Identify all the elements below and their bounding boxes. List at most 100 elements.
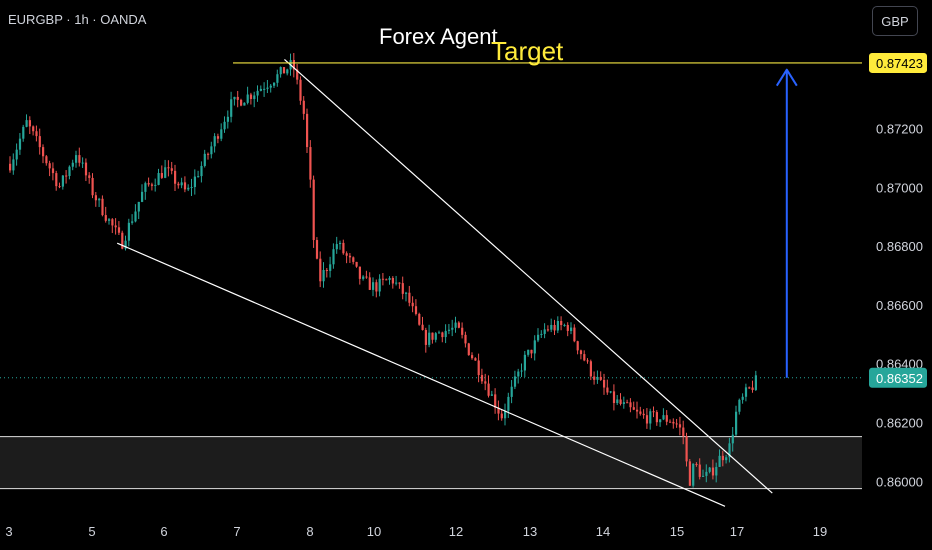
candle-body [642,413,645,416]
candle-body [447,329,451,331]
candle-body [81,162,84,164]
candle-body [659,419,662,423]
time-tick-label: 19 [813,524,827,539]
candle-body [454,322,457,328]
candle-body [444,330,447,338]
candle-body [306,113,309,148]
candle-body [421,324,424,330]
candle-body [342,242,345,254]
price-tick-label: 0.86000 [876,474,923,489]
candle-body [424,329,427,345]
price-tick-label: 0.87000 [876,180,923,195]
candle-body [154,184,157,186]
candle-body [299,79,302,101]
candle-body [375,282,378,292]
candle-body [698,464,701,477]
candle-body [223,121,226,130]
candle-body [329,264,332,271]
candle-body [213,136,216,147]
candle-body [741,396,744,400]
candle-body [28,120,31,127]
target-price-label-text: 0.87423 [876,56,923,71]
candle-body [263,88,266,90]
candle-body [401,283,404,294]
candle-body [728,443,731,458]
candle-body [708,467,711,472]
candle-body [45,156,48,164]
candle-body [672,421,675,424]
candle-body [253,95,256,99]
time-tick-label: 7 [233,524,240,539]
candle-body [428,332,431,345]
candle-body [504,410,507,419]
candle-body [124,240,127,249]
candle-body [385,279,388,281]
candle-body [35,131,38,137]
candle-body [170,168,173,171]
candle-body [438,332,441,334]
time-tick-label: 13 [523,524,537,539]
candle-body [461,327,464,335]
candle-body [15,149,18,160]
candle-body [622,402,625,404]
candle-body [500,413,503,419]
candle-body [160,173,163,178]
candle-body [754,375,757,390]
candle-body [180,182,183,186]
candle-body [636,409,639,412]
candle-body [42,147,45,157]
candle-body [101,198,104,216]
candle-body [117,227,121,233]
candle-body [236,96,239,100]
candle-body [599,376,602,380]
target-arrow[interactable] [775,68,798,378]
currency-button[interactable]: GBP [872,6,918,36]
candle-body [705,471,708,476]
candle-body [457,322,460,328]
candle-body [147,183,150,185]
price-tick-label: 0.86600 [876,298,923,313]
candle-body [520,370,523,372]
candle-body [207,153,210,155]
candle-body [276,74,279,83]
candle-body [137,201,140,212]
candle-body [48,163,51,169]
candle-body [721,455,724,461]
candle-body [335,244,338,250]
candle-body [685,436,688,462]
candle-body [474,358,477,361]
candle-body [259,88,262,91]
candle-body [315,240,319,259]
candle-body [111,219,114,226]
candle-body [431,332,434,340]
candle-body [141,191,144,202]
candle-body [273,82,276,86]
wedge-upper-trendline[interactable] [284,58,773,494]
candle-body [98,198,101,201]
candle-body [348,255,352,258]
candle-body [619,399,622,404]
candle-body [629,402,632,408]
candle-body [718,455,721,467]
candle-body [395,282,398,284]
candle-body [286,69,289,74]
candle-body [596,376,599,380]
time-tick-label: 15 [670,524,684,539]
time-tick-label: 8 [306,524,313,539]
candle-body [319,258,322,282]
wedge-lower-trendline[interactable] [116,242,726,507]
candle-body [546,329,550,331]
candle-body [233,96,236,100]
candle-body [144,183,147,192]
candle-body [32,126,35,132]
candle-body [216,136,220,139]
candle-body [556,320,559,331]
candle-body [339,242,342,245]
current-price-label-text: 0.86352 [876,371,923,386]
candle-body [362,276,365,279]
candle-body [51,168,55,174]
candle-body [131,221,134,223]
candle-body [510,386,513,397]
time-tick-label: 10 [367,524,381,539]
